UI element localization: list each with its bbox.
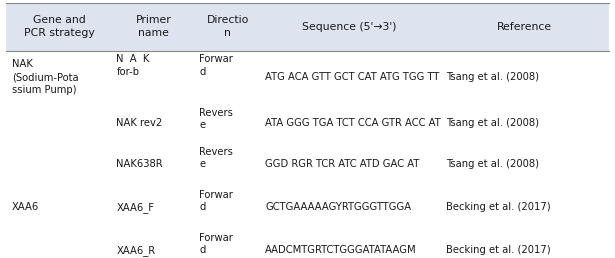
Text: Gene and
PCR strategy: Gene and PCR strategy xyxy=(23,15,94,38)
Text: Tsang et al. (2008): Tsang et al. (2008) xyxy=(446,159,539,170)
Text: Directio
n: Directio n xyxy=(207,15,249,38)
Text: NAK
(Sodium-Pota
ssium Pump): NAK (Sodium-Pota ssium Pump) xyxy=(12,59,79,95)
Text: XAA6: XAA6 xyxy=(12,202,39,212)
Text: Reference: Reference xyxy=(497,22,552,31)
Text: NAK rev2: NAK rev2 xyxy=(116,118,163,128)
Text: Forwar
d: Forwar d xyxy=(199,190,233,213)
Text: Forwar
d: Forwar d xyxy=(199,54,233,77)
Text: NAK638R: NAK638R xyxy=(116,159,163,170)
Text: Becking et al. (2017): Becking et al. (2017) xyxy=(446,245,551,255)
Text: Tsang et al. (2008): Tsang et al. (2008) xyxy=(446,118,539,128)
Text: GCTGAAAAAGYRTGGGTTGGA: GCTGAAAAAGYRTGGGTTGGA xyxy=(265,202,411,212)
Text: Sequence (5'→3'): Sequence (5'→3') xyxy=(303,22,397,31)
Text: Tsang et al. (2008): Tsang et al. (2008) xyxy=(446,72,539,82)
Text: N  A  K
for-b: N A K for-b xyxy=(116,54,150,77)
Text: ATA GGG TGA TCT CCA GTR ACC AT: ATA GGG TGA TCT CCA GTR ACC AT xyxy=(265,118,441,128)
Text: GGD RGR TCR ATC ATD GAC AT: GGD RGR TCR ATC ATD GAC AT xyxy=(265,159,419,170)
Text: Becking et al. (2017): Becking et al. (2017) xyxy=(446,202,551,212)
Text: AADCMTGRTCTGGGATATAAGM: AADCMTGRTCTGGGATATAAGM xyxy=(265,245,417,255)
Bar xyxy=(6,3,609,51)
Text: XAA6_R: XAA6_R xyxy=(116,245,156,256)
Text: Forwar
d: Forwar d xyxy=(199,233,233,255)
Text: XAA6_F: XAA6_F xyxy=(116,202,154,213)
Text: Primer
name: Primer name xyxy=(136,15,172,38)
Text: Revers
e: Revers e xyxy=(199,108,233,130)
Text: Revers
e: Revers e xyxy=(199,147,233,170)
Text: ATG ACA GTT GCT CAT ATG TGG TT: ATG ACA GTT GCT CAT ATG TGG TT xyxy=(265,72,440,82)
